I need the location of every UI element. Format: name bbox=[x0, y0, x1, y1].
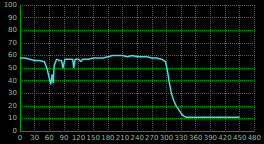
svg-text:270: 270 bbox=[145, 134, 158, 142]
svg-text:60: 60 bbox=[8, 51, 17, 59]
svg-text:80: 80 bbox=[8, 26, 17, 34]
svg-text:90: 90 bbox=[59, 134, 68, 142]
svg-text:360: 360 bbox=[189, 134, 202, 142]
svg-text:40: 40 bbox=[8, 77, 17, 85]
svg-text:0: 0 bbox=[13, 127, 17, 135]
svg-text:70: 70 bbox=[8, 39, 17, 47]
svg-text:480: 480 bbox=[248, 134, 261, 142]
svg-text:300: 300 bbox=[160, 134, 173, 142]
svg-text:330: 330 bbox=[174, 134, 187, 142]
svg-text:180: 180 bbox=[101, 134, 114, 142]
svg-text:30: 30 bbox=[8, 89, 17, 97]
svg-text:10: 10 bbox=[8, 114, 17, 122]
svg-text:0: 0 bbox=[18, 134, 22, 142]
svg-text:210: 210 bbox=[116, 134, 129, 142]
svg-text:420: 420 bbox=[218, 134, 231, 142]
svg-text:90: 90 bbox=[8, 14, 17, 22]
svg-text:120: 120 bbox=[72, 134, 85, 142]
svg-text:240: 240 bbox=[130, 134, 143, 142]
svg-text:150: 150 bbox=[87, 134, 100, 142]
svg-text:50: 50 bbox=[8, 64, 17, 72]
svg-text:20: 20 bbox=[8, 102, 17, 110]
svg-text:390: 390 bbox=[204, 134, 217, 142]
svg-text:100: 100 bbox=[4, 1, 17, 9]
svg-text:60: 60 bbox=[45, 134, 54, 142]
svg-text:30: 30 bbox=[30, 134, 39, 142]
svg-text:450: 450 bbox=[233, 134, 246, 142]
